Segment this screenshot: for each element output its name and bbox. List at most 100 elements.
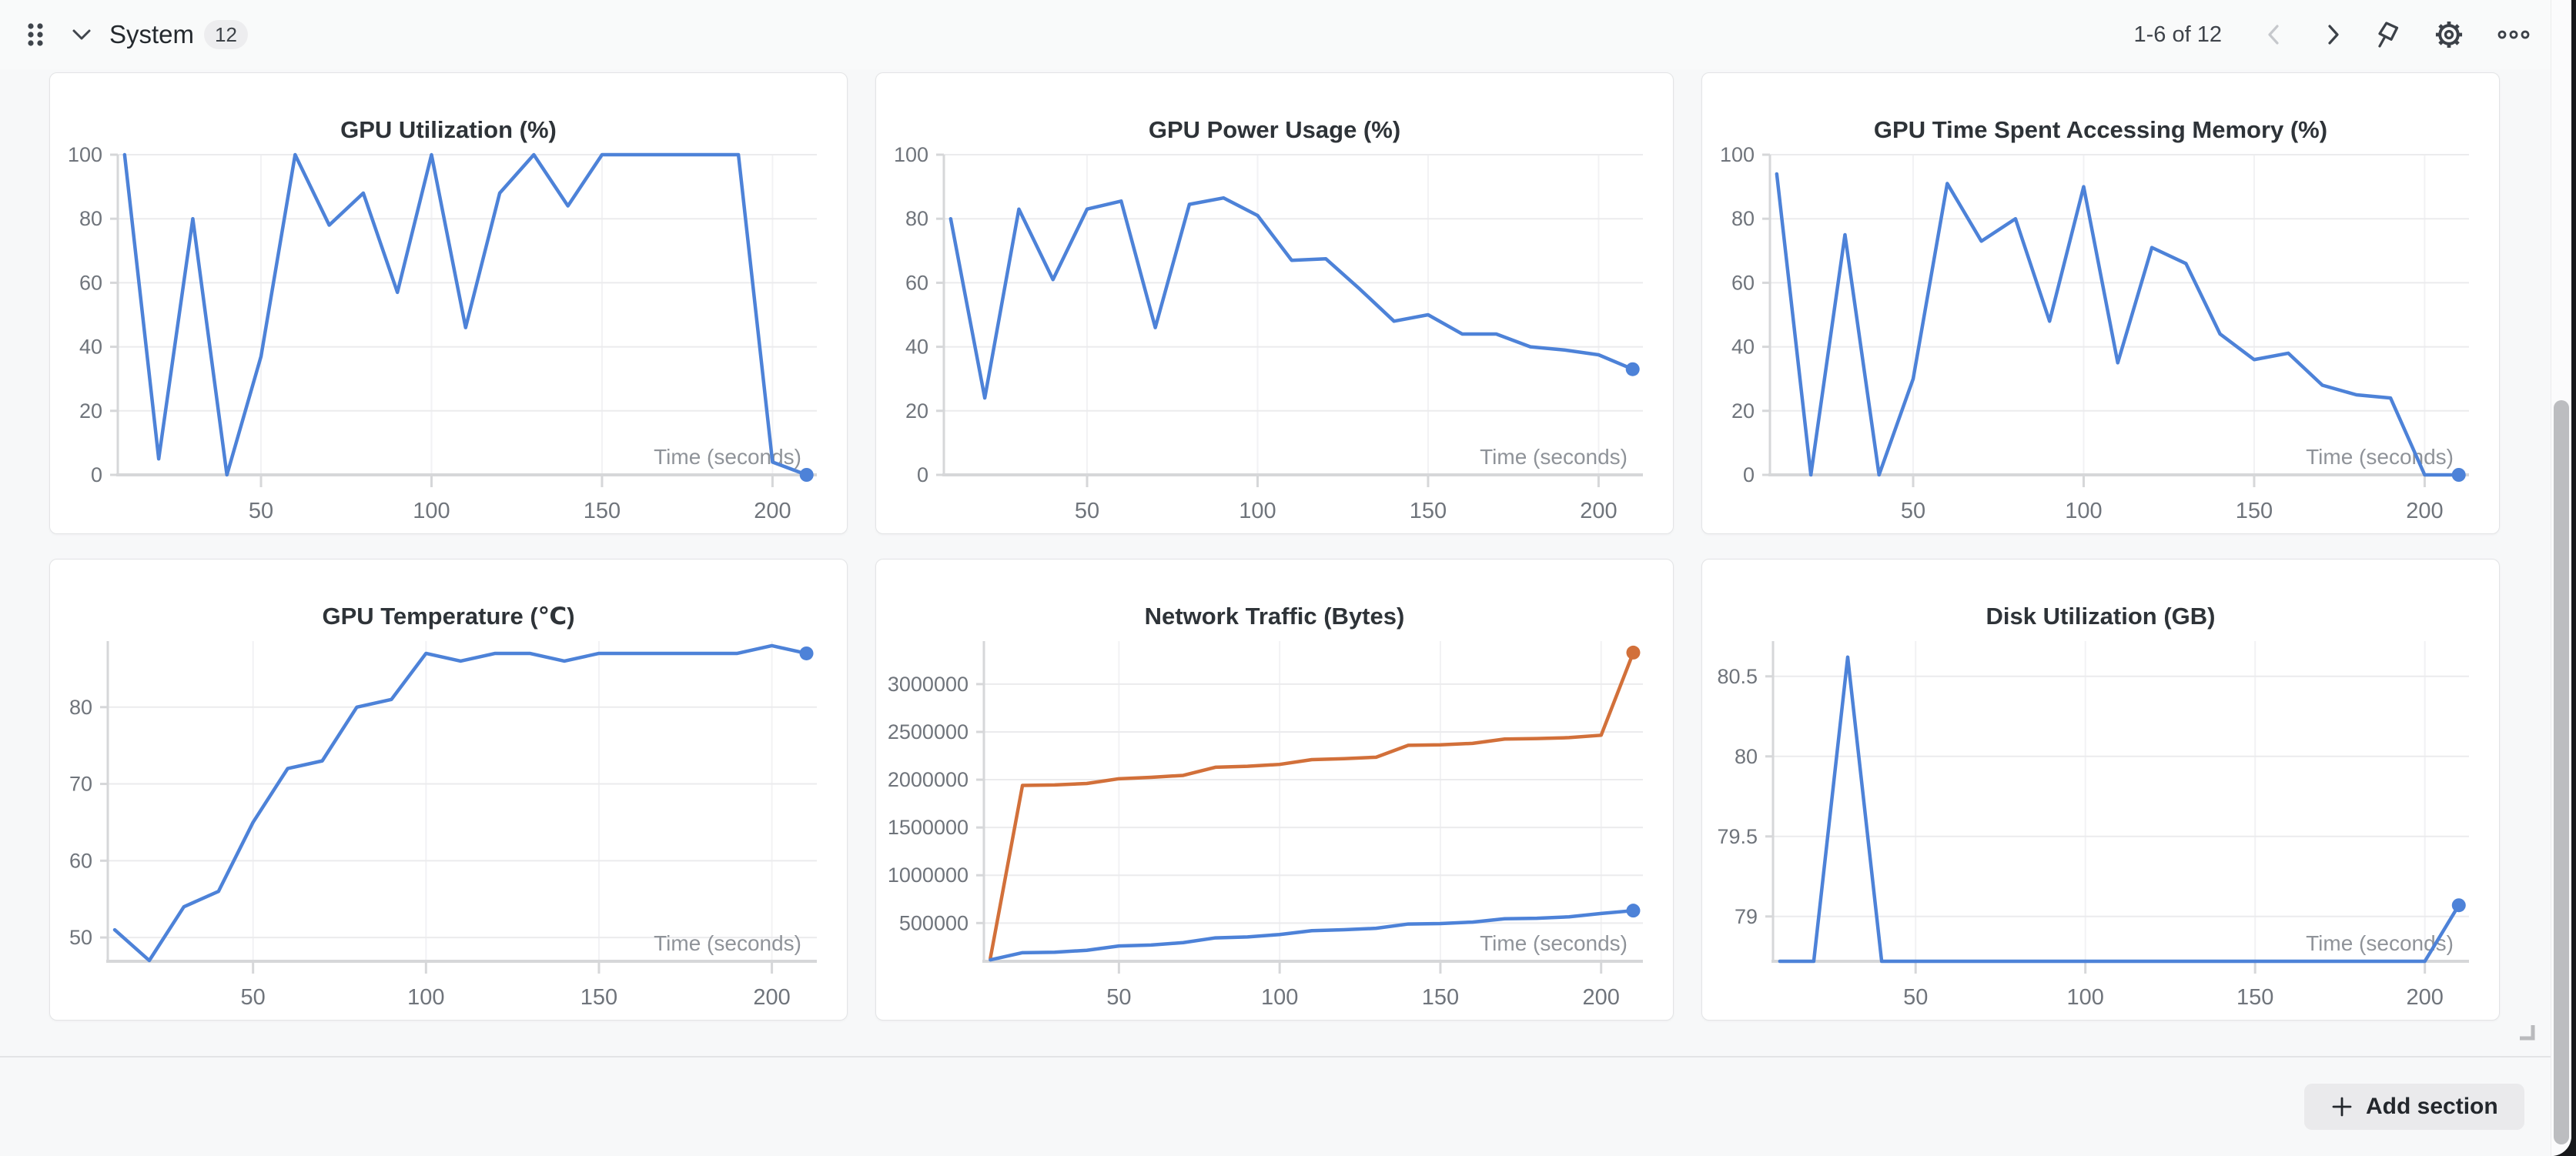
- chart-endpoint-dot: [2451, 898, 2466, 913]
- svg-text:200: 200: [753, 985, 790, 1010]
- chevron-left-icon: [2268, 25, 2279, 45]
- svg-text:100: 100: [894, 143, 928, 166]
- svg-text:Time (seconds): Time (seconds): [654, 931, 801, 955]
- svg-text:150: 150: [2236, 985, 2273, 1010]
- svg-text:50: 50: [1901, 499, 1925, 523]
- drag-handle-icon[interactable]: [20, 19, 51, 50]
- scrollbar-track[interactable]: [2551, 0, 2571, 1156]
- chart-line: [989, 908, 1635, 962]
- svg-text:150: 150: [584, 499, 621, 523]
- svg-text:80: 80: [1735, 745, 1758, 768]
- chart-card: GPU Time Spent Accessing Memory (%) 50 10…: [1701, 72, 2500, 534]
- svg-text:40: 40: [79, 336, 102, 359]
- chart-endpoint-dot: [799, 468, 814, 482]
- svg-text:40: 40: [905, 336, 928, 359]
- svg-text:80: 80: [905, 207, 928, 230]
- svg-text:20: 20: [1731, 399, 1755, 423]
- svg-text:50: 50: [241, 985, 266, 1010]
- add-section-label: Add section: [2366, 1094, 2498, 1119]
- settings-button[interactable]: [2432, 18, 2466, 52]
- chart-line: [1775, 172, 2461, 477]
- chart-title: Disk Utilization (GB): [1986, 603, 2216, 630]
- chart-plot[interactable]: 50 100 150 200 50 60 70 80 Time (seconds): [50, 560, 846, 1019]
- collapse-section-button[interactable]: [65, 18, 99, 52]
- add-section-button[interactable]: Add section: [2304, 1084, 2524, 1130]
- svg-text:100: 100: [68, 143, 102, 166]
- svg-text:60: 60: [905, 271, 928, 294]
- grip-dots-icon: [28, 23, 43, 46]
- svg-text:150: 150: [2236, 499, 2273, 523]
- svg-text:2000000: 2000000: [888, 768, 969, 791]
- svg-text:80.5: 80.5: [1717, 665, 1758, 688]
- chevron-right-icon: [2328, 25, 2339, 45]
- svg-text:50: 50: [1075, 499, 1099, 523]
- svg-text:60: 60: [79, 271, 102, 294]
- svg-text:200: 200: [1583, 985, 1620, 1010]
- svg-text:1000000: 1000000: [888, 864, 969, 887]
- svg-text:60: 60: [69, 849, 92, 872]
- chart-card: GPU Utilization (%) 50 100 150 200 0 20 40 60 80…: [49, 72, 848, 534]
- push-pin-icon: [2378, 22, 2399, 48]
- scrollbar-thumb[interactable]: [2554, 400, 2569, 1144]
- svg-text:500000: 500000: [899, 911, 969, 934]
- svg-text:80: 80: [69, 696, 92, 719]
- svg-text:0: 0: [917, 463, 928, 486]
- svg-text:79.5: 79.5: [1717, 825, 1758, 848]
- panel-count-badge: 12: [204, 20, 248, 49]
- svg-text:50: 50: [249, 499, 273, 523]
- chart-plot[interactable]: 50 100 150 200 79 79.5 80 80.5 Time (seconds): [1702, 560, 2498, 1019]
- svg-text:79: 79: [1735, 905, 1758, 928]
- svg-text:100: 100: [1239, 499, 1276, 523]
- svg-text:100: 100: [407, 985, 444, 1010]
- chart-line: [989, 650, 1635, 961]
- chart-card: GPU Temperature (℃) 50 100 150 200 50 60 70 80 T…: [49, 559, 848, 1021]
- prev-page-button[interactable]: [2257, 18, 2291, 52]
- svg-text:100: 100: [2067, 985, 2104, 1010]
- chart-title: GPU Temperature (℃): [322, 603, 575, 630]
- dashboard-header: System 12 1-6 of 12: [0, 0, 2571, 69]
- gear-icon: [2435, 21, 2463, 48]
- chevron-down-icon: [72, 29, 91, 40]
- svg-text:0: 0: [1743, 463, 1755, 486]
- svg-text:50: 50: [69, 926, 92, 949]
- svg-text:2500000: 2500000: [888, 720, 969, 743]
- svg-text:100: 100: [413, 499, 450, 523]
- chart-title: GPU Power Usage (%): [1148, 116, 1401, 143]
- svg-text:50: 50: [1106, 985, 1131, 1010]
- svg-text:20: 20: [79, 399, 102, 423]
- chart-endpoint-dot: [1625, 362, 1640, 376]
- chart-endpoint-dot: [1626, 904, 1641, 918]
- plus-icon: [2332, 1097, 2352, 1117]
- chart-card: GPU Power Usage (%) 50 100 150 200 0 20 40 60 80…: [875, 72, 1674, 534]
- svg-text:200: 200: [2406, 499, 2443, 523]
- resize-corner-icon: [2520, 1025, 2535, 1041]
- svg-text:Time (seconds): Time (seconds): [1480, 445, 1628, 469]
- chart-endpoint-dot: [2451, 468, 2466, 482]
- chart-plot[interactable]: 50 100 150 200 500000 1000000 1500000 2000000 25…: [876, 560, 1672, 1019]
- svg-text:0: 0: [91, 463, 102, 486]
- svg-text:20: 20: [905, 399, 928, 423]
- more-options-button[interactable]: [2497, 18, 2531, 52]
- svg-text:150: 150: [1410, 499, 1447, 523]
- chart-line: [948, 195, 1634, 400]
- chart-line: [1778, 655, 2461, 964]
- svg-text:200: 200: [754, 499, 791, 523]
- chart-card: Network Traffic (Bytes) 50 100 150 200 50000…: [875, 559, 1674, 1021]
- section-title: System: [109, 20, 195, 48]
- svg-text:100: 100: [2065, 499, 2102, 523]
- svg-text:50: 50: [1903, 985, 1928, 1010]
- next-page-button[interactable]: [2316, 18, 2350, 52]
- pin-button[interactable]: [2370, 18, 2404, 52]
- svg-text:150: 150: [1422, 985, 1459, 1010]
- section-resize-handle[interactable]: [2514, 1019, 2539, 1044]
- svg-text:1500000: 1500000: [888, 816, 969, 839]
- chart-title: GPU Utilization (%): [340, 116, 557, 143]
- svg-text:60: 60: [1731, 271, 1755, 294]
- svg-text:Time (seconds): Time (seconds): [2306, 931, 2454, 955]
- chart-endpoint-dot: [799, 646, 814, 660]
- svg-text:70: 70: [69, 773, 92, 796]
